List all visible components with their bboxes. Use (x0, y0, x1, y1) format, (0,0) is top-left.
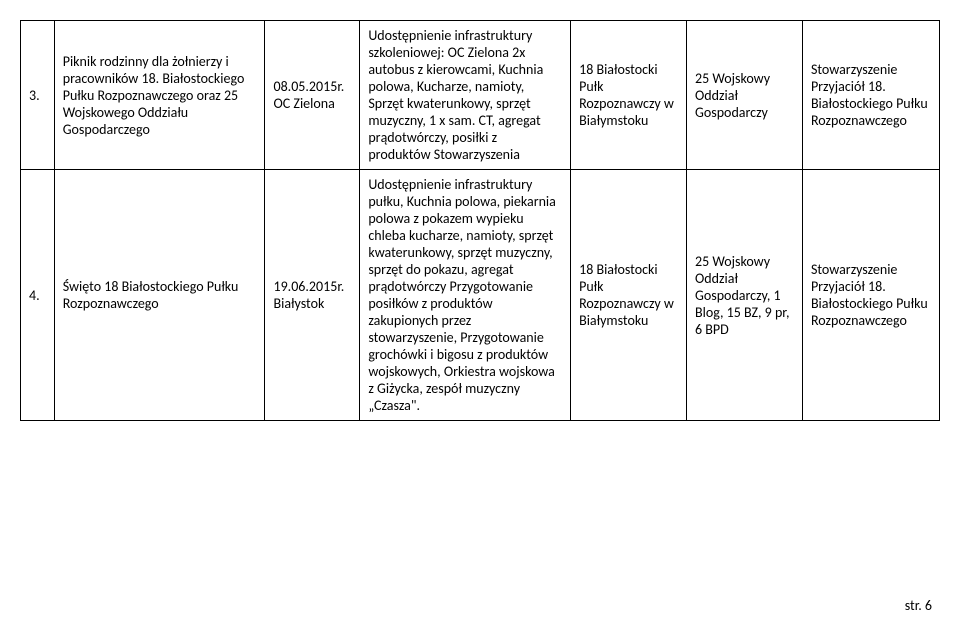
data-table: 3. Piknik rodzinny dla żołnierzy i praco… (20, 20, 940, 421)
table-row: 4. Święto 18 Białostockiego Pułku Rozpoz… (21, 170, 940, 421)
cell-details: Udostępnienie infrastruktury pułku, Kuch… (360, 170, 571, 421)
cell-num: 4. (21, 170, 55, 421)
cell-org: 25 Wojskowy Oddział Gospodarczy, 1 Blog,… (687, 170, 803, 421)
cell-unit: 18 Białostocki Pułk Rozpoznawczy w Biały… (571, 21, 687, 170)
cell-details: Udostępnienie infrastruktury szkoleniowe… (360, 21, 571, 170)
cell-unit: 18 Białostocki Pułk Rozpoznawczy w Biały… (571, 170, 687, 421)
cell-org: 25 Wojskowy Oddział Gospodarczy (687, 21, 803, 170)
cell-assoc: Stowarzyszenie Przyjaciół 18. Białostock… (802, 170, 939, 421)
cell-desc: Święto 18 Białostockiego Pułku Rozpoznaw… (54, 170, 265, 421)
cell-assoc: Stowarzyszenie Przyjaciół 18. Białostock… (802, 21, 939, 170)
page-footer: str. 6 (905, 597, 932, 614)
cell-date: 19.06.2015r. Białystok (265, 170, 360, 421)
table-row: 3. Piknik rodzinny dla żołnierzy i praco… (21, 21, 940, 170)
cell-desc: Piknik rodzinny dla żołnierzy i pracowni… (54, 21, 265, 170)
cell-date: 08.05.2015r. OC Zielona (265, 21, 360, 170)
cell-num: 3. (21, 21, 55, 170)
